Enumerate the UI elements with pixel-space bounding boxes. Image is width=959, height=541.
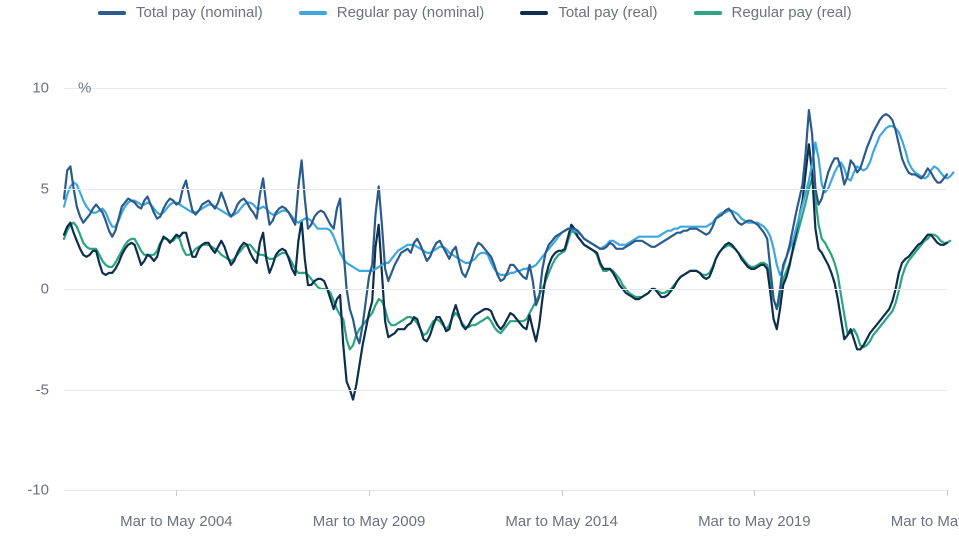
legend-label: Total pay (real) [558, 4, 657, 21]
legend-label: Regular pay (real) [732, 4, 852, 21]
gridline [64, 289, 947, 290]
legend-item: Total pay (nominal) [98, 4, 263, 21]
legend-swatch [694, 11, 722, 15]
pay-growth-chart: Total pay (nominal) Regular pay (nominal)… [0, 0, 959, 541]
gridline [64, 189, 947, 190]
x-tick [947, 490, 948, 496]
x-axis-label: Mar to May 2014 [505, 513, 618, 530]
y-axis-label: -10 [9, 482, 49, 499]
legend-swatch [520, 11, 548, 15]
x-axis-label: Mar to May 2004 [120, 513, 233, 530]
gridline [64, 390, 947, 391]
x-axis-label: Mar to May 2024 [891, 513, 959, 530]
legend: Total pay (nominal) Regular pay (nominal)… [98, 4, 852, 21]
y-axis-label: 10 [9, 80, 49, 97]
legend-swatch [98, 11, 126, 15]
legend-item: Regular pay (real) [694, 4, 852, 21]
gridline [64, 490, 947, 491]
legend-label: Regular pay (nominal) [337, 4, 485, 21]
legend-label: Total pay (nominal) [136, 4, 263, 21]
x-axis-label: Mar to May 2009 [313, 513, 426, 530]
x-axis-label: Mar to May 2019 [698, 513, 811, 530]
line-series-svg [0, 70, 959, 530]
plot-area: -10 -5 0 5 10% Mar to May 2004 Mar to May 2009… [0, 70, 959, 530]
x-tick [176, 490, 177, 496]
y-axis-label: 5 [9, 180, 49, 197]
y-axis-label: 0 [9, 281, 49, 298]
x-tick [369, 490, 370, 496]
legend-swatch [299, 11, 327, 15]
series-line [64, 178, 950, 349]
legend-item: Total pay (real) [520, 4, 657, 21]
y-axis-unit: % [78, 80, 91, 97]
x-tick [562, 490, 563, 496]
y-axis-label: -5 [9, 381, 49, 398]
legend-item: Regular pay (nominal) [299, 4, 485, 21]
x-tick [754, 490, 755, 496]
gridline [64, 88, 947, 89]
